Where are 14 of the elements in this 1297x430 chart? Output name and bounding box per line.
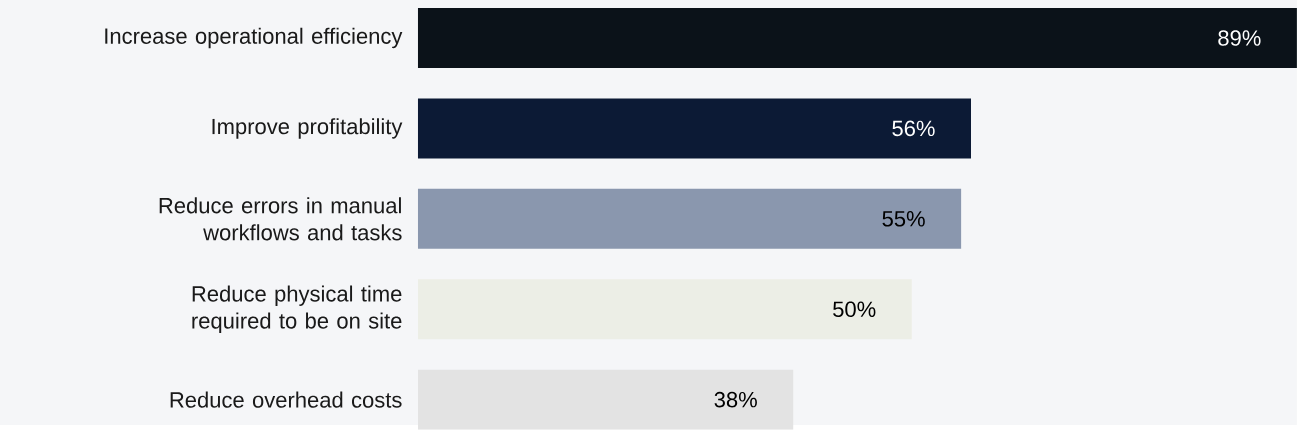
y-tick-label: Reduce physical time required to be on site: [192, 285, 402, 334]
data-label: 38%: [714, 392, 757, 408]
y-tick-label: Improve profitability: [212, 118, 403, 139]
data-label: 89%: [1218, 30, 1261, 46]
y-tick-label: Increase operational efficiency: [105, 27, 403, 49]
bar: [417, 188, 962, 249]
data-label: 50%: [833, 301, 876, 318]
y-tick-label: Reduce errors in manual workflows and tasks: [159, 197, 402, 241]
bar: [417, 98, 971, 159]
bar: [417, 369, 794, 430]
data-label: 56%: [892, 120, 935, 137]
y-tick-label: Reduce overhead costs: [170, 391, 402, 408]
bar: [417, 8, 1297, 69]
data-label: 55%: [882, 211, 925, 227]
